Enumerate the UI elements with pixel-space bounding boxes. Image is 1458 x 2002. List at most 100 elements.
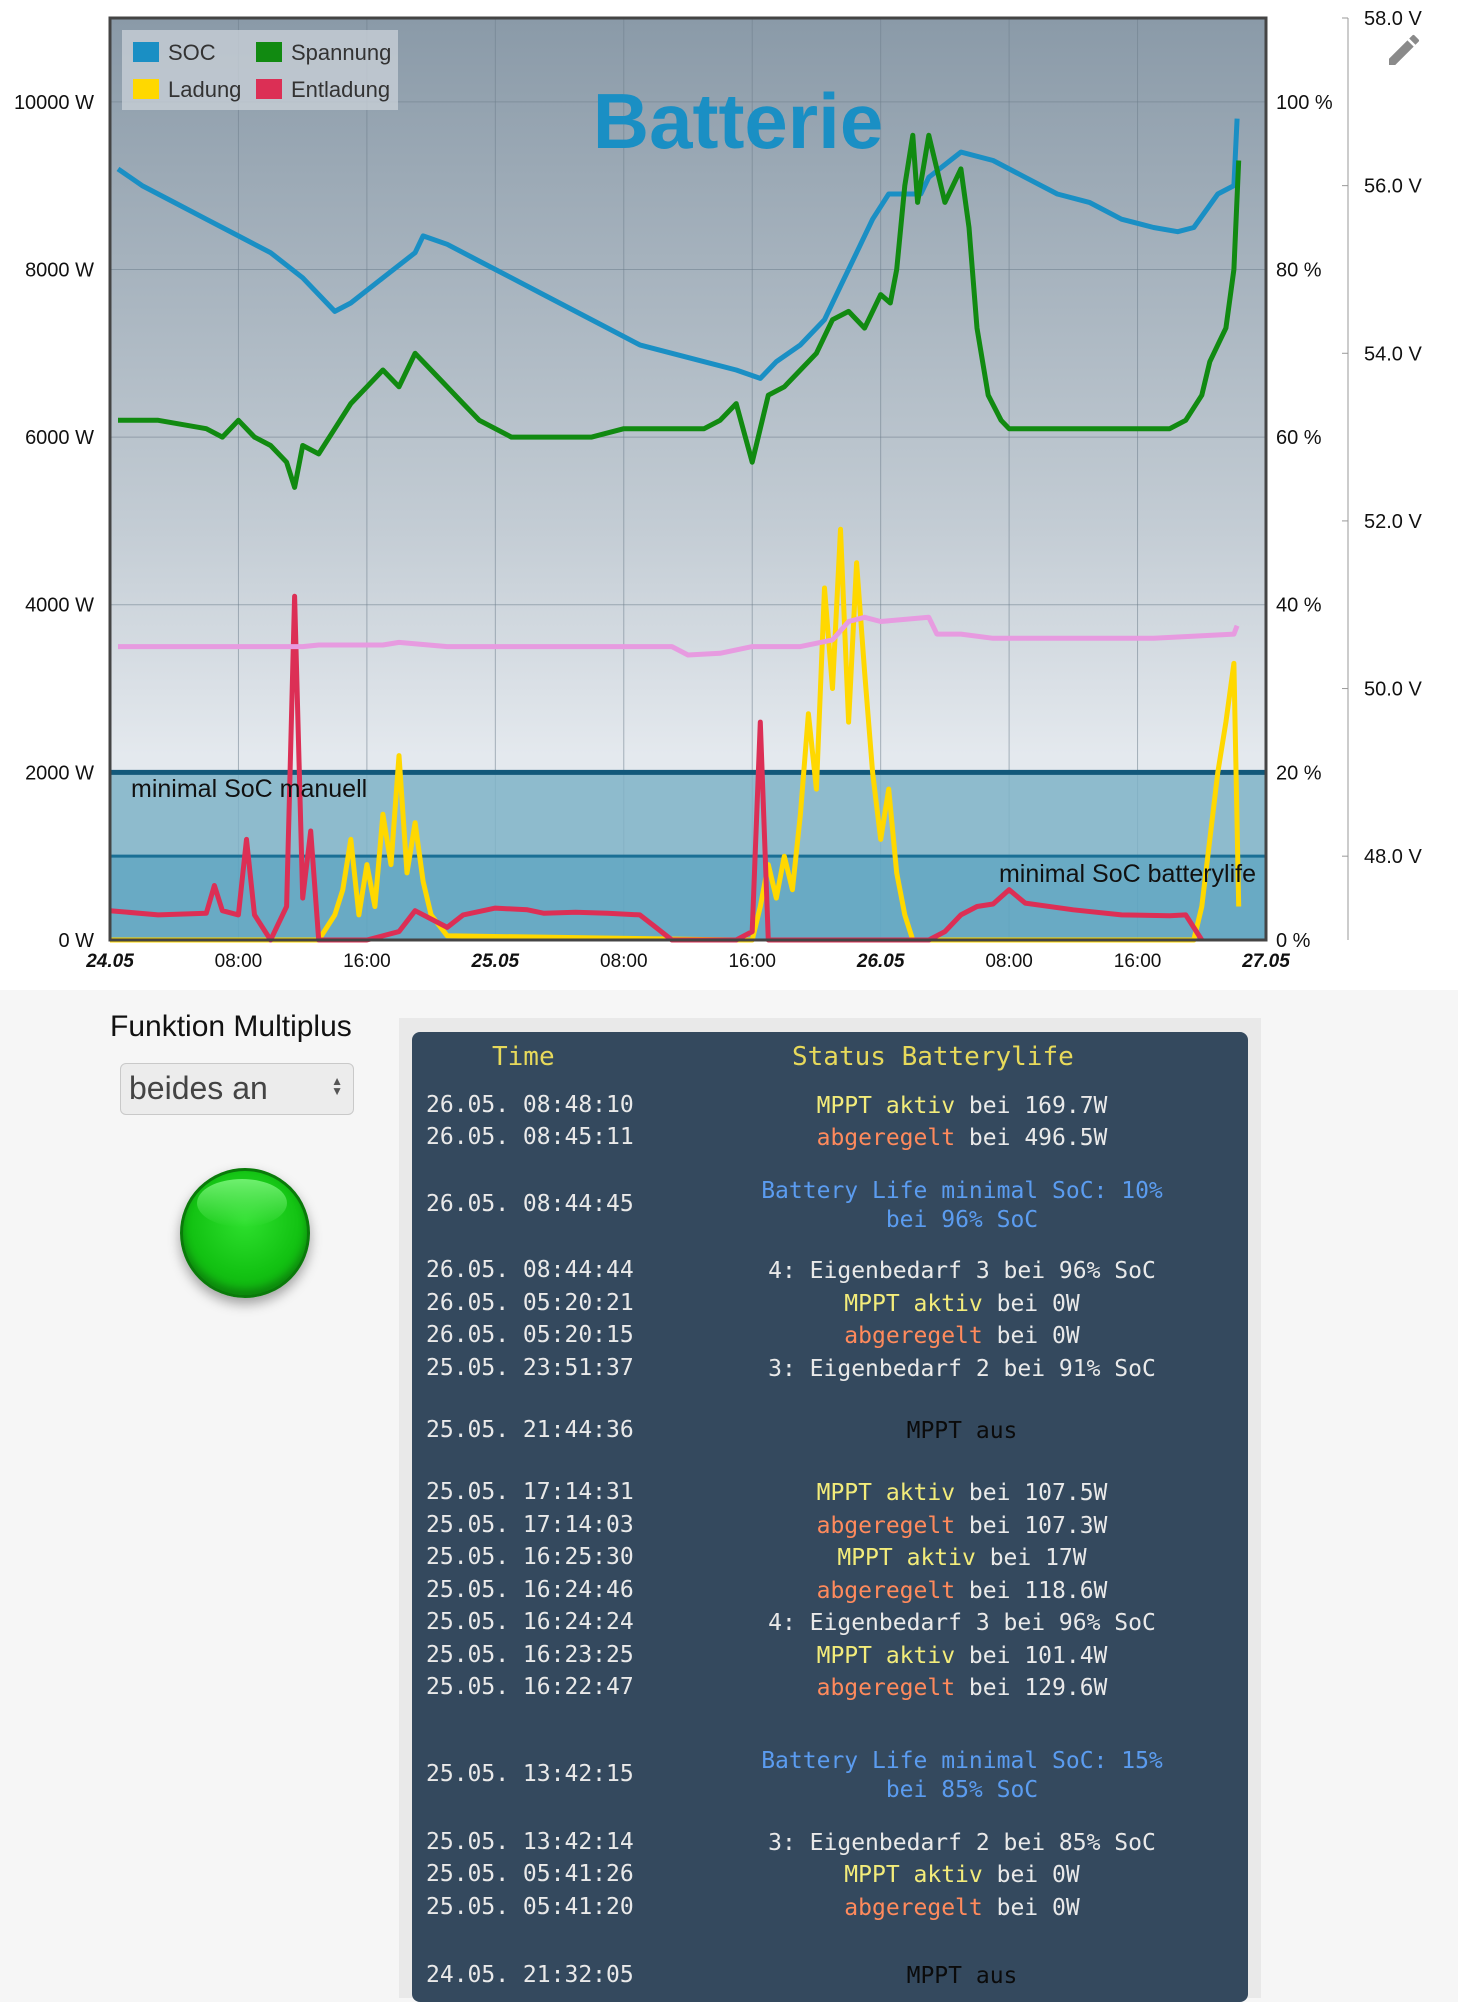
log-status-part: bei 129.6W xyxy=(955,1675,1108,1701)
y-left-tick-label: 6000 W xyxy=(25,427,94,449)
log-status-part: bei 0W xyxy=(982,1862,1080,1888)
log-time: 25.05. 13:42:15 xyxy=(426,1761,634,1787)
log-time: 25.05. 16:24:46 xyxy=(426,1577,634,1603)
log-status-part: abgeregelt xyxy=(844,1895,983,1921)
y-right-volt-tick-label: 54.0 V xyxy=(1364,343,1422,365)
log-status: abgeregelt bei 118.6W xyxy=(692,1577,1232,1606)
log-status: Battery Life minimal SoC: 15% bei 85% SoC xyxy=(692,1747,1232,1805)
x-tick-label: 08:00 xyxy=(985,951,1033,972)
pencil-icon[interactable] xyxy=(1384,30,1424,70)
log-status-part: 3: Eigenbedarf 2 bei 91% SoC xyxy=(768,1356,1156,1382)
log-status-part: 3: Eigenbedarf 2 bei 85% SoC xyxy=(768,1830,1156,1856)
log-status: MPPT aus xyxy=(692,1962,1232,1991)
log-time: 25.05. 16:24:24 xyxy=(426,1609,634,1635)
log-status: abgeregelt bei 496.5W xyxy=(692,1124,1232,1153)
y-right-pct-tick-label: 60 % xyxy=(1276,427,1322,449)
log-status-line: bei 85% SoC xyxy=(692,1776,1232,1805)
legend-label-entladung: Entladung xyxy=(291,77,390,102)
log-status: MPPT aktiv bei 0W xyxy=(692,1861,1232,1890)
y-right-pct-tick-label: 0 % xyxy=(1276,930,1311,952)
log-time: 25.05. 13:42:14 xyxy=(426,1829,634,1855)
y-right-pct-tick-label: 80 % xyxy=(1276,259,1322,281)
log-status-part: Battery Life minimal SoC: 15% xyxy=(761,1748,1163,1774)
log-status-part: bei 0W xyxy=(982,1291,1080,1317)
log-header-time: Time xyxy=(492,1042,555,1072)
log-status: Battery Life minimal SoC: 10% bei 96% SoC xyxy=(692,1177,1232,1235)
log-status-part: MPPT aus xyxy=(906,1418,1018,1444)
log-status-part: bei 496.5W xyxy=(955,1125,1108,1151)
y-right-volt-tick-label: 52.0 V xyxy=(1364,511,1422,533)
legend-label-spannung: Spannung xyxy=(291,40,391,65)
log-status: abgeregelt bei 0W xyxy=(692,1894,1232,1923)
plot-frame xyxy=(108,16,1268,942)
log-status-part: MPPT aktiv xyxy=(844,1291,983,1317)
log-status-part: MPPT aktiv xyxy=(816,1093,956,1119)
log-status-part: 4: Eigenbedarf 3 bei 96% SoC xyxy=(768,1610,1156,1636)
log-status-part: abgeregelt xyxy=(816,1578,956,1604)
series-line-soc xyxy=(116,118,1240,381)
y-right-pct-tick-label: 40 % xyxy=(1276,595,1322,617)
log-time: 25.05. 05:41:26 xyxy=(426,1861,634,1887)
log-status-part: MPPT aktiv xyxy=(837,1545,976,1571)
series-line-spannung xyxy=(118,132,1242,490)
log-status-part: 4: Eigenbedarf 3 bei 96% SoC xyxy=(768,1258,1156,1284)
log-status-part: bei 0W xyxy=(982,1895,1080,1921)
log-time: 24.05. 21:32:05 xyxy=(426,1962,634,1988)
log-status-part: bei 118.6W xyxy=(955,1578,1108,1604)
x-tick-label: 16:00 xyxy=(343,951,391,972)
log-status: MPPT aus xyxy=(692,1417,1232,1446)
log-status: 4: Eigenbedarf 3 bei 96% SoC xyxy=(692,1609,1232,1638)
log-time: 25.05. 23:51:37 xyxy=(426,1355,634,1381)
annotation-min-soc-manual: minimal SoC manuell xyxy=(131,775,367,803)
series-line-target-4 xyxy=(118,614,1240,658)
log-time: 25.05. 16:25:30 xyxy=(426,1544,634,1570)
log-status: abgeregelt bei 0W xyxy=(692,1322,1232,1351)
log-time: 26.05. 05:20:15 xyxy=(426,1322,634,1348)
legend-swatch-entladung xyxy=(256,79,282,99)
mode-select-value: beides an xyxy=(129,1070,268,1106)
log-status-line: Battery Life minimal SoC: 10% xyxy=(692,1177,1232,1206)
y-left-tick-label: 4000 W xyxy=(25,595,94,617)
x-tick-label: 08:00 xyxy=(600,951,648,972)
log-status: MPPT aktiv bei 17W xyxy=(692,1544,1232,1573)
log-status: abgeregelt bei 107.3W xyxy=(692,1512,1232,1541)
log-status-part: bei 0W xyxy=(982,1323,1080,1349)
status-led xyxy=(180,1168,310,1298)
y-right-pct-tick-label: 100 % xyxy=(1276,92,1333,114)
log-time: 25.05. 16:23:25 xyxy=(426,1642,634,1668)
log-header-status: Status Batterylife xyxy=(792,1042,1074,1072)
log-time: 26.05. 08:44:44 xyxy=(426,1257,634,1283)
log-status-part: bei 17W xyxy=(975,1545,1087,1571)
log-time: 25.05. 17:14:03 xyxy=(426,1512,634,1538)
mode-select[interactable]: beides an ▲ ▼ xyxy=(120,1063,354,1115)
log-time: 25.05. 16:22:47 xyxy=(426,1674,634,1700)
log-status-part: bei 169.7W xyxy=(955,1093,1108,1119)
series-line-ladung xyxy=(110,526,1242,943)
y-right-volt-tick-label: 50.0 V xyxy=(1364,679,1422,701)
log-status-part: MPPT aus xyxy=(906,1963,1018,1989)
log-status-part: bei 85% SoC xyxy=(885,1777,1039,1803)
y-left-tick-label: 8000 W xyxy=(25,259,94,281)
log-status-part: abgeregelt xyxy=(816,1513,956,1539)
log-time: 26.05. 08:45:11 xyxy=(426,1124,634,1150)
log-status-part: MPPT aktiv xyxy=(844,1862,983,1888)
x-tick-label: 24.05 xyxy=(85,951,134,972)
log-status: MPPT aktiv bei 0W xyxy=(692,1290,1232,1319)
legend-label-soc: SOC xyxy=(168,40,216,65)
log-status: abgeregelt bei 129.6W xyxy=(692,1674,1232,1703)
log-status-part: Battery Life minimal SoC: 10% xyxy=(761,1178,1163,1204)
log-status: MPPT aktiv bei 107.5W xyxy=(692,1479,1232,1508)
y-right-volt-tick-label: 56.0 V xyxy=(1364,176,1422,198)
series-line-entladung xyxy=(109,593,1204,943)
log-time: 26.05. 08:44:45 xyxy=(426,1191,634,1217)
batterylife-log-panel: Time Status Batterylife 26.05. 08:48:10 M… xyxy=(412,1032,1248,2002)
log-time: 25.05. 17:14:31 xyxy=(426,1479,634,1505)
log-time: 25.05. 05:41:20 xyxy=(426,1894,634,1920)
x-tick-label: 16:00 xyxy=(728,951,776,972)
y-right-pct-tick-label: 20 % xyxy=(1276,762,1322,784)
log-status: MPPT aktiv bei 169.7W xyxy=(692,1092,1232,1121)
log-status-line: bei 96% SoC xyxy=(692,1206,1232,1235)
battery-chart: 0 W 2000 W 4000 W 6000 W 8000 W 10000 W 0 % 20 … xyxy=(0,0,1458,990)
legend-label-ladung: Ladung xyxy=(168,77,241,102)
chart-svg: 0 W 2000 W 4000 W 6000 W 8000 W 10000 W 0 % 20 … xyxy=(14,8,1423,972)
